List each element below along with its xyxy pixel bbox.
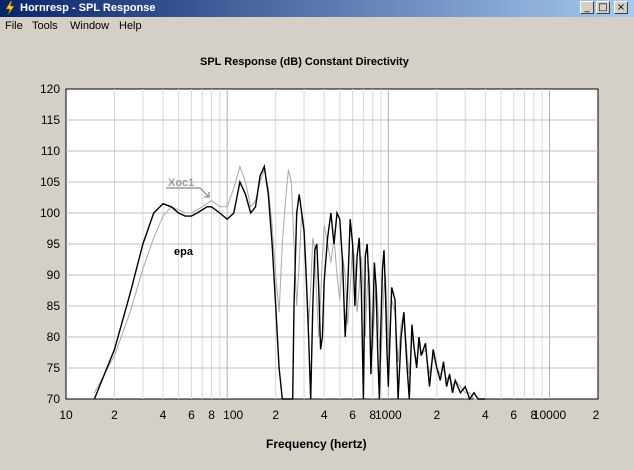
- x-tick-label: 2: [593, 408, 600, 422]
- x-tick-label: 10000: [533, 408, 567, 422]
- title-bar[interactable]: Hornresp - SPL Response _ □ ×: [0, 0, 634, 17]
- y-tick-label: 115: [41, 113, 60, 127]
- x-tick-label: 6: [349, 408, 356, 422]
- epa-label: epa: [174, 246, 194, 258]
- app-lightning-icon: [5, 1, 15, 15]
- x-tick-label: 4: [482, 408, 489, 422]
- minimize-button[interactable]: _: [580, 1, 594, 14]
- x-tick-label: 2: [111, 408, 118, 422]
- x-tick-label: 6: [188, 408, 195, 422]
- x-tick-label: 2: [272, 408, 279, 422]
- x-tick-label: 100: [223, 408, 243, 422]
- y-tick-label: 120: [40, 82, 60, 96]
- y-tick-label: 110: [41, 144, 60, 158]
- menu-help[interactable]: Help: [119, 20, 142, 32]
- xoc1-arrow: [166, 187, 210, 198]
- y-tick-label: 70: [47, 392, 61, 406]
- x-tick-label: 4: [160, 408, 167, 422]
- xoc1-label: Xoc1: [168, 177, 194, 189]
- y-tick-label: 105: [40, 175, 60, 189]
- y-tick-label: 95: [47, 237, 61, 251]
- menu-window[interactable]: Window: [70, 20, 110, 32]
- series-lines: [93, 164, 486, 401]
- x-tick-label: 6: [510, 408, 517, 422]
- x-tick-label: 2: [433, 408, 440, 422]
- y-tick-label: 80: [47, 330, 61, 344]
- y-tick-labels: 70 75 80 85 90 95 100 105 110 115 120: [40, 82, 60, 406]
- window-title: Hornresp - SPL Response: [20, 2, 156, 14]
- y-tick-label: 75: [47, 361, 61, 375]
- x-axis-label: Frequency (hertz): [266, 437, 367, 451]
- menu-file[interactable]: File: [5, 20, 23, 32]
- chart-title: SPL Response (dB) Constant Directivity: [200, 56, 409, 68]
- x-tick-label: 8: [208, 408, 215, 422]
- x-tick-label: 10: [59, 408, 73, 422]
- x-tick-label: 8: [369, 408, 376, 422]
- menu-tools[interactable]: Tools: [32, 20, 58, 32]
- x-tick-label: 1000: [375, 408, 402, 422]
- y-tick-label: 90: [47, 268, 61, 282]
- y-tick-label: 100: [40, 206, 60, 220]
- restore-button[interactable]: □: [596, 1, 610, 14]
- y-tick-label: 85: [47, 299, 61, 313]
- series-epa-line: [93, 164, 486, 401]
- annotation-xoc1: Xoc1: [166, 177, 210, 198]
- x-tick-label: 8: [531, 408, 538, 422]
- menu-bar: File Tools Window Help: [0, 17, 634, 36]
- x-tick-label: 4: [321, 408, 328, 422]
- close-button[interactable]: ×: [614, 1, 628, 14]
